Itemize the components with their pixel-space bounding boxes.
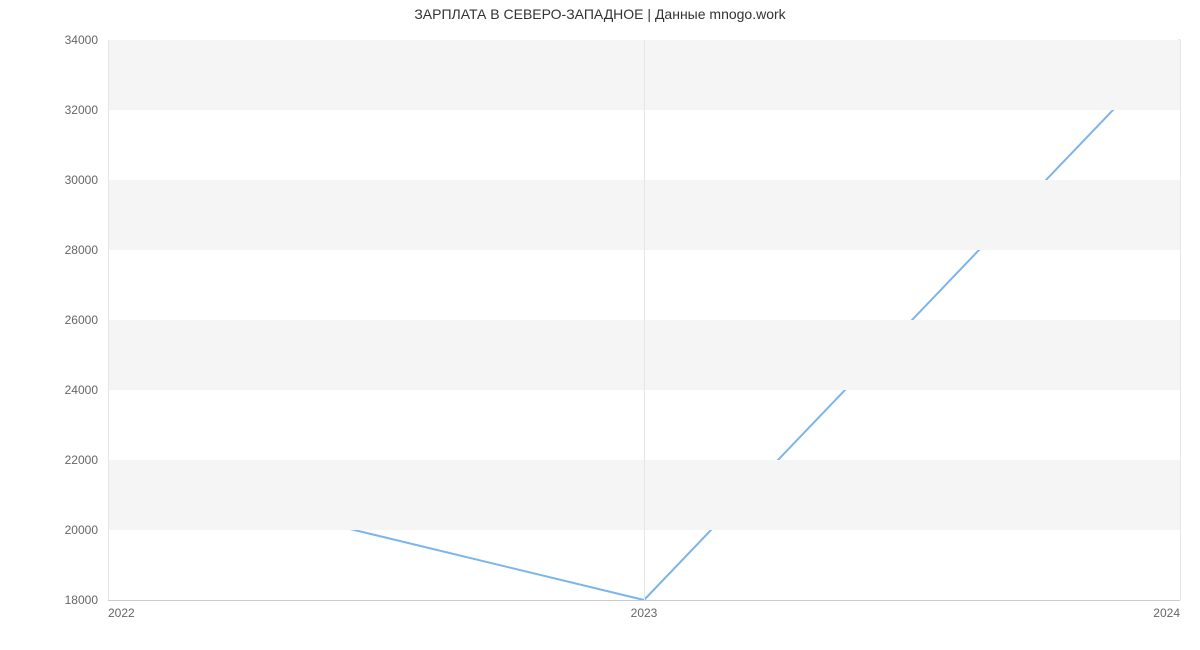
y-tick-label: 24000 — [48, 383, 98, 397]
chart-title: ЗАРПЛАТА В СЕВЕРО-ЗАПАДНОЕ | Данные mnog… — [0, 6, 1200, 22]
y-tick-label: 30000 — [48, 173, 98, 187]
y-tick-label: 20000 — [48, 523, 98, 537]
x-tick-label: 2024 — [1153, 606, 1180, 620]
y-tick-label: 22000 — [48, 453, 98, 467]
y-tick-label: 28000 — [48, 243, 98, 257]
plot-area — [108, 40, 1180, 600]
salary-line-chart: ЗАРПЛАТА В СЕВЕРО-ЗАПАДНОЕ | Данные mnog… — [0, 0, 1200, 650]
x-gridline — [644, 40, 645, 600]
x-tick-label: 2023 — [631, 606, 658, 620]
y-tick-label: 34000 — [48, 33, 98, 47]
x-gridline — [108, 40, 109, 600]
x-axis-line — [108, 600, 1180, 601]
y-tick-label: 18000 — [48, 593, 98, 607]
x-tick-label: 2022 — [108, 606, 135, 620]
x-gridline — [1180, 40, 1181, 600]
y-tick-label: 26000 — [48, 313, 98, 327]
y-tick-label: 32000 — [48, 103, 98, 117]
